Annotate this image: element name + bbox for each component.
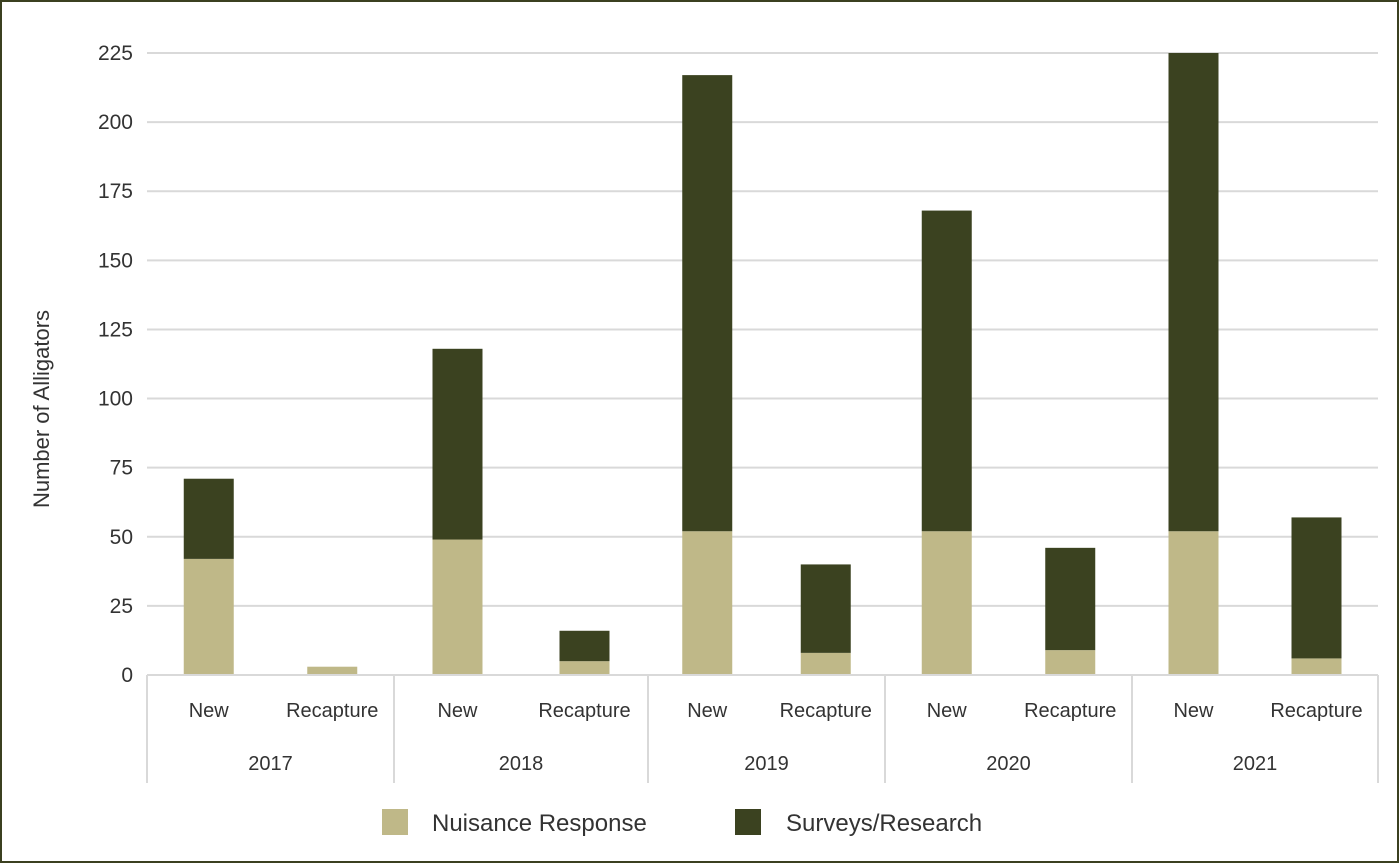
x-group-label: 2020	[986, 753, 1031, 775]
bars	[183, 53, 1342, 675]
x-axis: New Recapture 2017 New Recapture 2018 New Recap…	[146, 674, 1379, 783]
y-tick-label: 175	[98, 180, 133, 203]
bar-nuisance-response	[1045, 650, 1096, 675]
x-group-label: 2018	[499, 753, 544, 775]
bar-surveys-research	[1168, 53, 1219, 532]
bar-nuisance-response	[432, 539, 483, 675]
legend-swatch	[382, 809, 408, 835]
y-tick-label: 125	[98, 318, 133, 341]
bar-nuisance-response	[1291, 658, 1342, 675]
x-category-label: New	[927, 700, 968, 722]
x-category-label: Recapture	[538, 700, 630, 722]
x-category-label: New	[189, 700, 230, 722]
x-category-label: Recapture	[1024, 700, 1116, 722]
y-tick-label: 100	[98, 388, 133, 411]
bar-surveys-research	[1045, 547, 1096, 651]
y-axis-label: Number of Alligators	[29, 310, 54, 508]
y-axis-ticks: 0 25 50 75 100 125 150 175 200 225	[98, 42, 133, 687]
bar-nuisance-response	[682, 531, 733, 675]
bar-nuisance-response	[1168, 531, 1219, 675]
y-tick-label: 50	[110, 526, 133, 549]
y-tick-label: 75	[110, 457, 133, 480]
x-category-label: New	[687, 700, 728, 722]
y-tick-label: 225	[98, 42, 133, 65]
bar-surveys-research	[1291, 517, 1342, 659]
bar-nuisance-response	[307, 666, 358, 675]
bar-nuisance-response	[559, 661, 610, 675]
bar-nuisance-response	[921, 531, 972, 675]
bar-nuisance-response	[800, 652, 851, 675]
legend-label: Nuisance Response	[432, 810, 647, 837]
bar-surveys-research	[800, 564, 851, 653]
x-group-label: 2019	[744, 753, 789, 775]
x-category-label: New	[437, 700, 478, 722]
x-group-label: 2017	[248, 753, 293, 775]
x-category-label: Recapture	[1270, 700, 1362, 722]
y-tick-label: 0	[121, 664, 133, 687]
x-category-label: Recapture	[780, 700, 872, 722]
bar-surveys-research	[432, 348, 483, 540]
gridlines	[147, 52, 1378, 607]
y-tick-label: 200	[98, 111, 133, 134]
bar-surveys-research	[921, 210, 972, 532]
legend-label: Surveys/Research	[786, 810, 982, 837]
legend-swatch	[735, 809, 761, 835]
x-category-label: Recapture	[286, 700, 378, 722]
bar-nuisance-response	[183, 558, 234, 675]
bar-surveys-research	[183, 478, 234, 559]
y-tick-label: 150	[98, 249, 133, 272]
bar-surveys-research	[559, 630, 610, 662]
x-category-label: New	[1173, 700, 1214, 722]
legend: Nuisance Response Surveys/Research	[382, 809, 982, 837]
bar-surveys-research	[682, 75, 733, 532]
x-group-label: 2021	[1233, 753, 1278, 775]
y-tick-label: 25	[110, 595, 133, 618]
